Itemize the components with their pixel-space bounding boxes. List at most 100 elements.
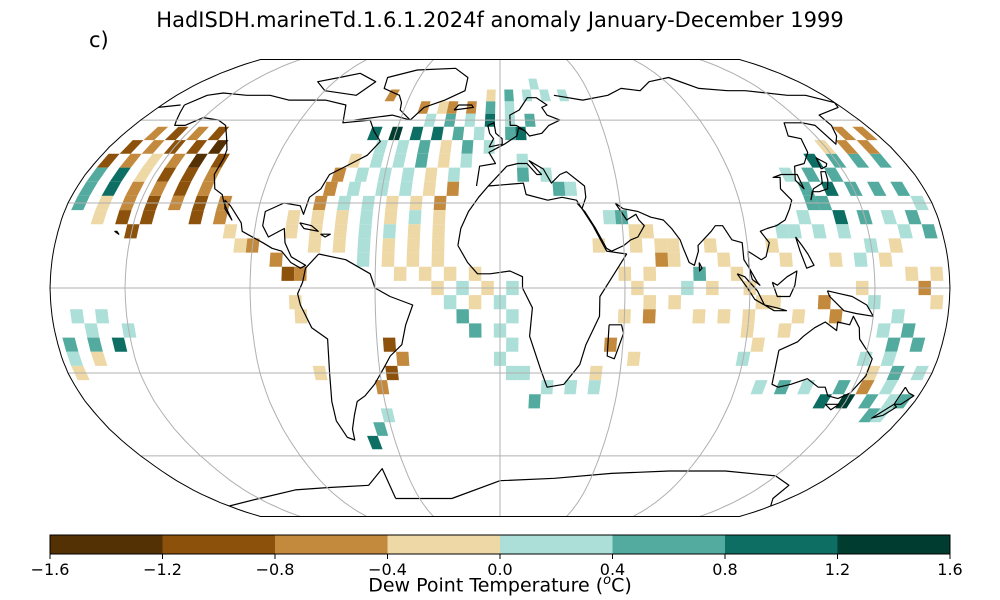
anomaly-cell	[164, 126, 189, 141]
anomaly-cell	[461, 140, 474, 154]
colorbar-tick-label: 1.2	[825, 560, 850, 579]
coastline	[795, 236, 815, 269]
coastline	[810, 171, 829, 201]
anomaly-cell	[521, 89, 533, 102]
anomaly-cell	[414, 153, 429, 168]
anomaly-cell	[867, 181, 887, 196]
colorbar-label-text: Dew Point Temperature (	[368, 574, 604, 597]
anomaly-cell	[354, 167, 370, 182]
anomaly-cell	[640, 224, 655, 239]
anomaly-cell	[787, 224, 802, 239]
anomaly-cell	[335, 210, 349, 225]
panel-label: c)	[89, 28, 109, 52]
anomaly-cell	[820, 181, 839, 196]
anomaly-cell	[884, 337, 901, 352]
anomaly-cell	[643, 266, 657, 281]
anomaly-cell	[643, 295, 657, 310]
anomaly-cell	[876, 323, 891, 338]
anomaly-cell	[269, 252, 283, 267]
anomaly-cell	[777, 323, 792, 338]
globe-outline	[49, 59, 951, 517]
coastline	[487, 160, 587, 209]
anomaly-cell	[307, 238, 322, 253]
anomaly-cell	[281, 266, 295, 281]
coastline	[871, 403, 898, 419]
colorbar-label-unit: o	[603, 573, 612, 588]
anomaly-cell	[655, 252, 669, 267]
anomaly-cell	[443, 266, 457, 281]
anomaly-cell	[188, 210, 204, 225]
anomaly-cell	[333, 224, 348, 239]
colorbar-tick-label: 0.8	[712, 560, 737, 579]
anomaly-cell	[626, 351, 641, 366]
anomaly-cell	[888, 238, 904, 253]
anomaly-cell	[693, 266, 707, 281]
colorbar-bin	[612, 535, 725, 554]
coastline	[824, 403, 840, 411]
anomaly-cell	[233, 238, 248, 253]
anomaly-cell	[406, 252, 420, 267]
colorbar-tick-label: 0.0	[487, 560, 512, 579]
colorbar-tick-label: 0.4	[600, 560, 625, 579]
anomaly-cell	[322, 181, 338, 196]
anomaly-cell	[101, 181, 122, 196]
anomaly-cell	[796, 210, 812, 225]
anomaly-cell	[156, 167, 177, 182]
anomaly-cell	[90, 351, 108, 366]
coastline	[114, 230, 120, 235]
anomaly-cell	[392, 153, 407, 168]
coastline	[771, 270, 798, 298]
colorbar-tick-label: −0.8	[256, 560, 295, 579]
anomaly-cell	[473, 126, 485, 141]
anomaly-cell	[642, 309, 656, 324]
map-title: HadISDH.marineTd.1.6.1.2024f anomaly Jan…	[156, 8, 844, 32]
coastline	[576, 102, 839, 286]
colorbar-bin	[725, 535, 838, 554]
anomaly-cell	[407, 224, 421, 239]
anomaly-cell	[369, 153, 385, 168]
colorbar-tick-label: 1.6	[937, 560, 962, 579]
colorbar-bin	[500, 535, 613, 554]
anomaly-cell	[811, 224, 827, 239]
coastline	[320, 233, 331, 238]
anomaly-cell	[111, 337, 128, 352]
anomaly-cell	[930, 295, 944, 310]
anomaly-cell	[409, 126, 424, 141]
colorbar-bin	[162, 535, 275, 554]
anomaly-cell	[439, 140, 453, 154]
anomaly-cell	[358, 224, 372, 239]
anomaly-cell	[456, 309, 469, 324]
anomaly-cell	[628, 224, 642, 239]
anomaly-cell	[857, 394, 879, 409]
anomaly-cell	[95, 309, 110, 324]
anomaly-cell	[855, 380, 875, 395]
anomaly-cell	[504, 89, 514, 102]
anomaly-cell	[446, 101, 459, 114]
anomaly-cell	[516, 153, 529, 168]
anomaly-cell	[164, 153, 186, 168]
anomaly-cell	[222, 224, 238, 239]
anomaly-cell	[930, 266, 944, 281]
anomaly-cell	[905, 266, 919, 281]
anomaly-cell	[667, 252, 681, 267]
anomaly-cell	[750, 380, 768, 395]
anomaly-cell	[173, 181, 192, 196]
anomaly-cell	[332, 238, 346, 253]
anomaly-cell	[367, 435, 383, 450]
anomaly-cell	[382, 238, 396, 253]
anomaly-cell	[909, 337, 926, 352]
anomaly-cell	[797, 380, 816, 395]
anomaly-cell	[853, 252, 868, 267]
anomaly-cell	[310, 210, 325, 225]
anomaly-cell	[356, 252, 370, 267]
anomaly-cell	[142, 153, 164, 168]
coastline	[299, 222, 319, 232]
anomaly-cell	[133, 167, 154, 182]
anomaly-cell	[629, 238, 643, 253]
anomaly-cell	[847, 153, 870, 168]
anomaly-cell	[823, 167, 844, 182]
coastline	[698, 262, 703, 272]
anomaly-cell	[692, 309, 706, 324]
anomaly-cell	[382, 337, 397, 352]
anomaly-cell	[186, 126, 209, 141]
